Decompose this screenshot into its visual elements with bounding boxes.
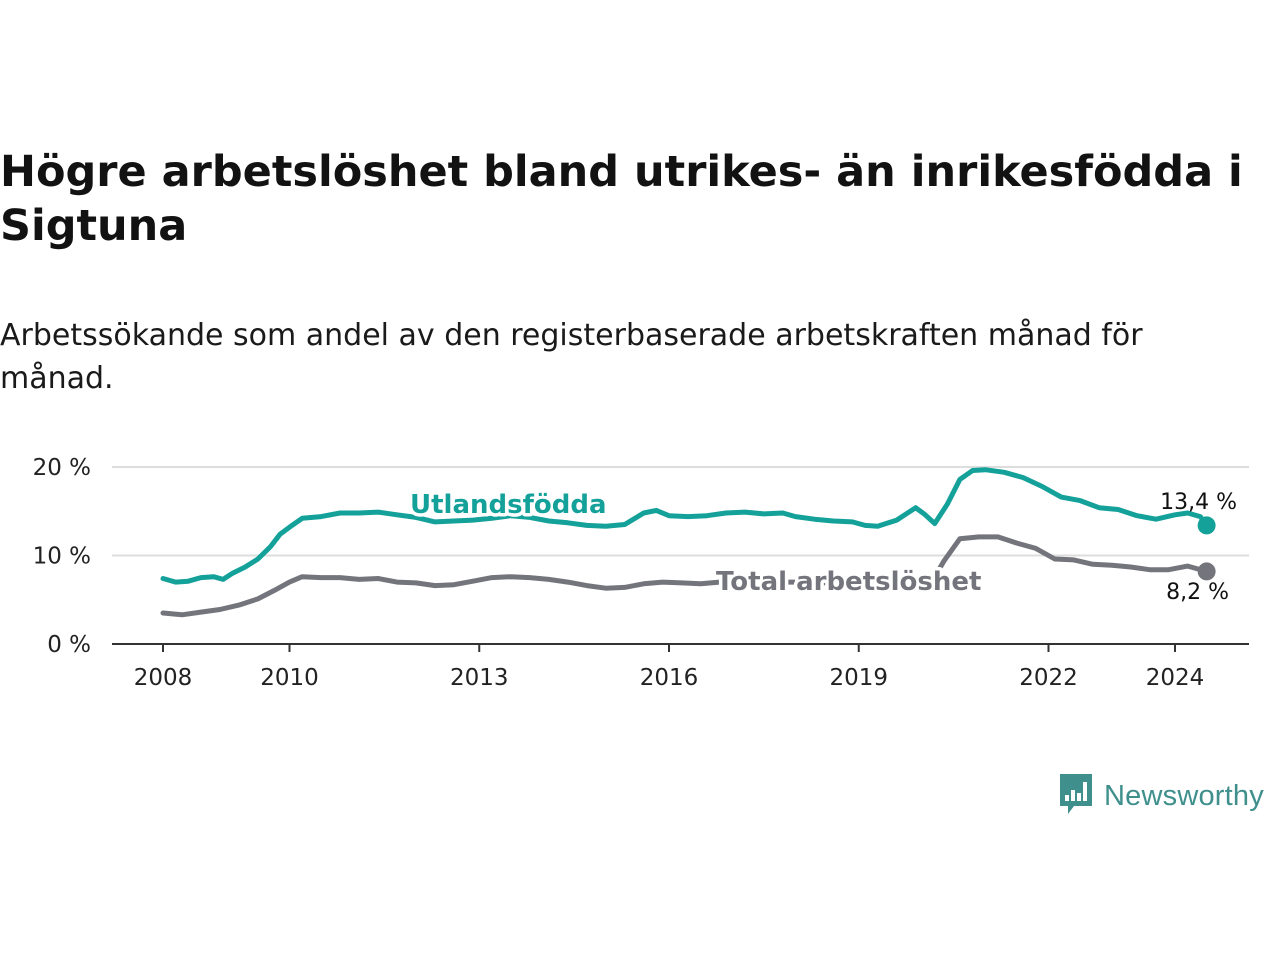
x-tick-label-2010: 2010 (260, 665, 319, 691)
series-line-utlandsfodda (160, 467, 1210, 585)
x-tick-label-2024: 2024 (1146, 665, 1205, 691)
series-label-utlandsfodda: Utlandsfödda (410, 490, 607, 520)
chart-subtitle: Arbetssökande som andel av den registerb… (0, 318, 1143, 396)
brand-logo: Newsworthy (1058, 774, 1264, 818)
chart-title: Högre arbetslöshet bland utrikes- än inr… (0, 147, 1243, 251)
end-value-label-utlandsfodda: 13,4 % (1160, 490, 1237, 515)
gridlines (112, 466, 1249, 557)
brand-name: Newsworthy (1104, 779, 1264, 812)
x-tick-label-2008: 2008 (134, 665, 193, 691)
bar-chart-speech-bubble-icon (1058, 772, 1094, 820)
x-tick-label-2022: 2022 (1019, 665, 1078, 691)
end-markers (1197, 516, 1216, 581)
end-marker-utlandsfodda (1197, 516, 1216, 535)
x-axis-ticks (162, 644, 1176, 652)
end-value-label-total: 8,2 % (1166, 580, 1229, 605)
y-tick-label-10: 10 % (33, 544, 91, 570)
x-tick-label-2019: 2019 (829, 665, 888, 691)
y-tick-label-20: 20 % (33, 455, 91, 481)
end-marker-total (1197, 562, 1216, 581)
y-axis-labels: 0 % 10 % 20 % (33, 455, 91, 658)
line-chart: 0 % 10 % 20 % 2008 2010 2013 2016 2019 2022 2024… (33, 455, 1249, 691)
series-line-total-path (160, 534, 1210, 618)
series-label-total: Total arbetslöshet (716, 567, 981, 597)
series-line-total (160, 534, 1210, 618)
x-tick-label-2016: 2016 (640, 665, 699, 691)
series-line-utlandsfodda-path (160, 467, 1210, 585)
x-axis-labels: 2008 2010 2013 2016 2019 2022 2024 (134, 665, 1205, 691)
y-tick-label-0: 0 % (47, 632, 91, 658)
x-tick-label-2013: 2013 (450, 665, 509, 691)
